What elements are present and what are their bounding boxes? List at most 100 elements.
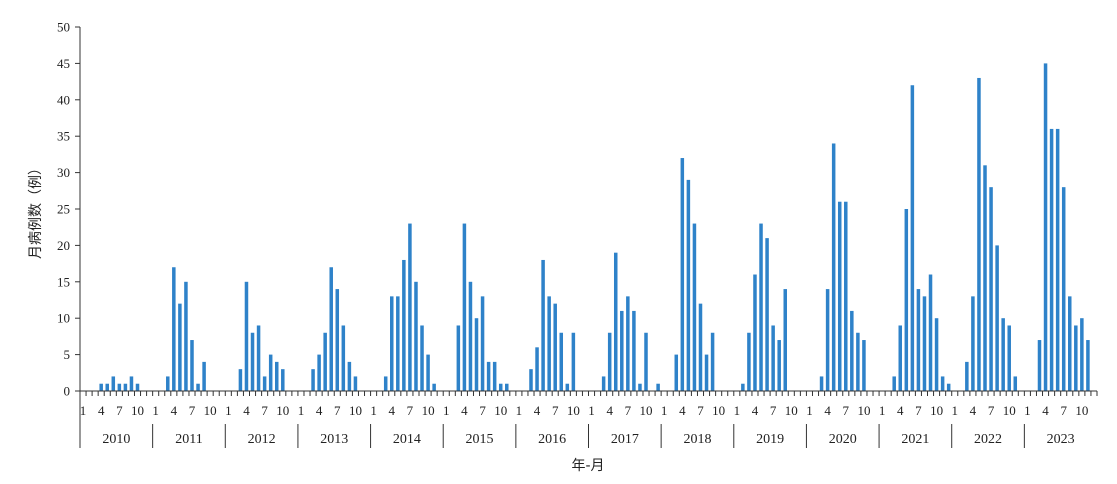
bar-2018-3 (674, 354, 679, 391)
y-tick-label: 35 (57, 129, 70, 144)
x-month-label: 4 (316, 403, 323, 418)
x-month-label: 1 (516, 403, 523, 418)
year-label-2023: 2023 (1047, 432, 1075, 447)
bar-2019-2 (741, 383, 745, 391)
bar-2013-8 (341, 325, 346, 391)
bar-2021-8 (922, 296, 927, 391)
x-month-label: 10 (785, 403, 798, 418)
bar-2015-6 (474, 318, 479, 391)
bar-2020-5 (831, 143, 836, 391)
bar-2022-4 (971, 296, 975, 391)
bar-2011-8 (196, 383, 200, 391)
bar-2021-5 (904, 209, 909, 391)
bar-2022-7 (989, 187, 993, 391)
bar-2019-6 (765, 238, 769, 391)
bar-2017-5 (613, 252, 618, 391)
year-label-2017: 2017 (611, 432, 639, 447)
bar-2023-4 (1043, 63, 1048, 392)
bar-2021-4 (898, 325, 903, 391)
bar-2011-5 (178, 303, 182, 391)
bar-2014-6 (402, 259, 406, 391)
bar-2021-11 (940, 376, 945, 391)
x-month-label: 7 (261, 403, 268, 418)
bar-2014-10 (426, 354, 430, 391)
x-month-label: 10 (712, 403, 725, 418)
bar-2018-9 (710, 332, 715, 391)
year-label-2022: 2022 (974, 432, 1002, 447)
x-month-label: 1 (951, 403, 958, 418)
bar-2010-5 (105, 383, 109, 391)
bar-2019-5 (759, 223, 763, 391)
bar-2015-4 (462, 223, 467, 391)
x-month-label: 7 (697, 403, 704, 418)
bar-2014-11 (432, 383, 436, 391)
bar-2016-9 (565, 383, 570, 391)
bar-2019-8 (777, 340, 781, 391)
bar-2013-10 (353, 376, 358, 391)
x-month-label: 7 (407, 403, 414, 418)
x-month-label: 1 (443, 403, 450, 418)
y-tick-label: 25 (57, 202, 70, 217)
bar-2015-11 (505, 383, 509, 391)
x-month-label: 10 (276, 403, 289, 418)
bar-2011-4 (172, 267, 176, 391)
year-label-2016: 2016 (538, 432, 566, 447)
bar-2017-3 (601, 376, 606, 391)
bar-2012-4 (244, 281, 249, 391)
bar-2020-4 (825, 289, 830, 391)
bars (99, 63, 1090, 392)
y-tick-label: 5 (64, 347, 71, 362)
y-tick-label: 40 (57, 92, 70, 107)
bar-2014-8 (414, 281, 418, 391)
bar-2014-4 (390, 296, 394, 391)
y-axis-title: 月病例数（例） (28, 161, 44, 259)
y-tick-label: 10 (57, 311, 70, 326)
bar-2022-3 (965, 361, 969, 391)
x-month-label: 1 (80, 403, 87, 418)
bar-2022-6 (983, 165, 987, 391)
bar-2014-5 (396, 296, 400, 391)
y-axis: 0 5 10 15 20 25 30 35 40 45 50 (57, 20, 81, 399)
x-month-label: 10 (1003, 403, 1016, 418)
x-month-label: 10 (1075, 403, 1088, 418)
bar-2017-10 (644, 332, 648, 391)
x-month-label: 4 (171, 403, 178, 418)
year-label-2018: 2018 (683, 432, 711, 447)
x-month-label: 1 (370, 403, 377, 418)
bar-2022-8 (995, 245, 999, 391)
x-month-label: 4 (679, 403, 686, 418)
x-month-label: 1 (588, 403, 595, 418)
bar-2021-6 (910, 85, 915, 392)
bar-2020-7 (844, 201, 848, 391)
bar-2023-7 (1061, 187, 1066, 391)
bar-2015-8 (486, 361, 491, 391)
bar-2023-9 (1074, 325, 1078, 391)
x-month-label: 4 (824, 403, 831, 418)
bar-2018-8 (704, 354, 709, 391)
bar-2016-4 (535, 347, 539, 391)
bar-2014-7 (408, 223, 412, 391)
y-tick-label: 20 (57, 238, 70, 253)
bar-2015-5 (468, 281, 473, 391)
year-label-2012: 2012 (248, 432, 276, 447)
bar-2020-6 (837, 201, 842, 391)
bar-2022-11 (1013, 376, 1018, 391)
bar-2016-8 (559, 332, 564, 391)
bar-2022-9 (1001, 318, 1005, 391)
bar-2010-4 (99, 383, 103, 391)
bar-2012-7 (262, 376, 267, 391)
x-month-label: 7 (552, 403, 559, 418)
bar-2021-7 (916, 289, 921, 391)
bar-2021-10 (934, 318, 939, 391)
bar-2011-7 (190, 340, 194, 391)
x-month-label: 10 (422, 403, 435, 418)
bar-2012-8 (268, 354, 273, 391)
bar-2012-6 (256, 325, 261, 391)
bar-2017-6 (620, 310, 624, 391)
x-month-label: 7 (189, 403, 196, 418)
bar-2019-7 (771, 325, 775, 391)
bar-2020-10 (862, 340, 866, 391)
bar-2021-12 (946, 383, 951, 391)
x-month-label: 4 (752, 403, 759, 418)
